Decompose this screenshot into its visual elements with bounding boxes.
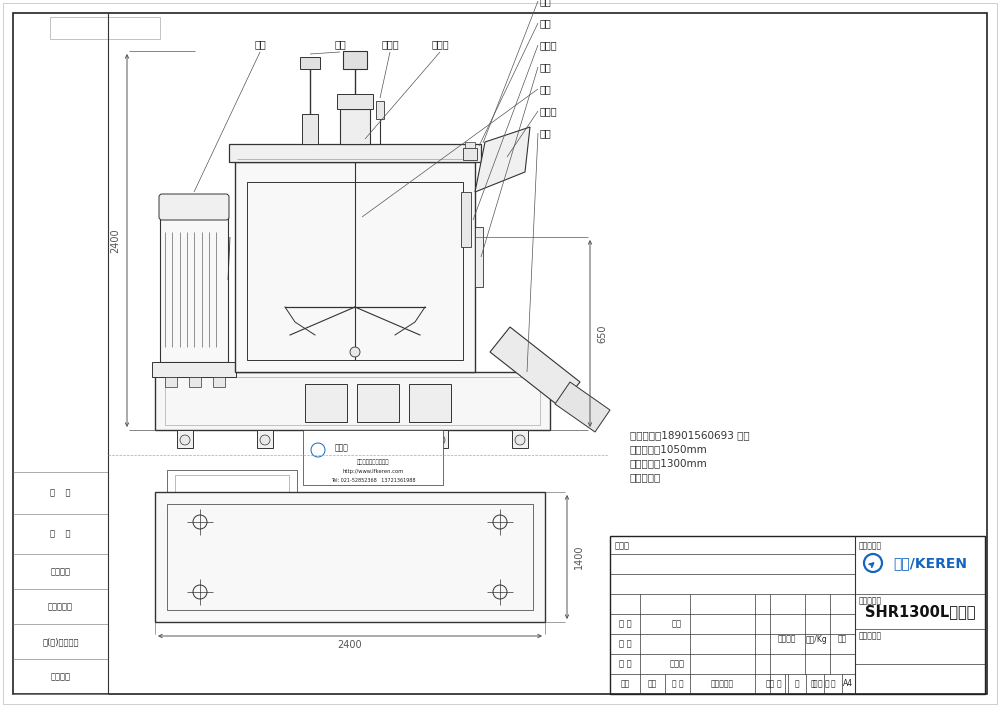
Bar [155, 492, 545, 622]
Bar [475, 227, 483, 287]
Circle shape [350, 347, 360, 357]
Bar [167, 470, 297, 510]
Text: 1400: 1400 [574, 545, 584, 569]
FancyBboxPatch shape [159, 194, 229, 220]
Polygon shape [490, 327, 580, 407]
Text: 2400: 2400 [338, 640, 362, 650]
Text: 批准: 批准 [672, 619, 682, 629]
Text: 更改文件号: 更改文件号 [711, 679, 734, 689]
Bar [610, 536, 985, 694]
Text: 桶身内径：1300mm: 桶身内径：1300mm [630, 458, 708, 468]
Text: 底图总号: 底图总号 [50, 567, 70, 576]
Bar [461, 192, 471, 247]
Polygon shape [555, 382, 610, 432]
Text: 日    期: 日 期 [50, 489, 71, 498]
Text: 签名: 签名 [765, 679, 775, 689]
Bar [465, 142, 475, 148]
Text: 张: 张 [795, 679, 799, 689]
Text: 共: 共 [777, 679, 781, 689]
Bar [50, 17, 160, 39]
Text: 审 核: 审 核 [619, 640, 631, 648]
Text: 零件代号: 零件代号 [50, 672, 70, 681]
Bar [512, 430, 528, 448]
Text: Tel: 021-52852368   13721361988: Tel: 021-52852368 13721361988 [331, 479, 415, 484]
Bar [432, 430, 448, 448]
Text: 其他规格：: 其他规格： [630, 472, 661, 482]
Text: 搅拌桨: 搅拌桨 [431, 39, 449, 49]
Bar [340, 109, 370, 144]
Text: 气缸: 气缸 [540, 128, 552, 138]
Text: 标准化: 标准化 [670, 660, 684, 669]
Text: 第: 第 [813, 679, 817, 689]
Text: A4: A4 [843, 679, 853, 689]
Bar [343, 51, 367, 69]
Bar [303, 430, 443, 485]
Bar [302, 114, 318, 144]
Text: 联系方式：18901560693 成亮: 联系方式：18901560693 成亮 [630, 430, 750, 440]
Text: 材料：: 材料： [615, 542, 630, 551]
Bar [235, 162, 475, 372]
Text: 主轴: 主轴 [540, 84, 552, 94]
Text: 桶身高度：1050mm: 桶身高度：1050mm [630, 444, 708, 454]
Text: 升降: 升降 [334, 39, 346, 49]
Bar [160, 217, 228, 362]
Text: 锁扣: 锁扣 [540, 18, 552, 28]
Circle shape [515, 435, 525, 445]
Text: 导流板: 导流板 [540, 40, 558, 50]
Bar [177, 430, 193, 448]
Text: 电机: 电机 [254, 39, 266, 49]
Circle shape [180, 435, 190, 445]
Text: 比例: 比例 [837, 634, 847, 643]
Circle shape [260, 435, 270, 445]
Bar [337, 94, 373, 109]
Bar [167, 504, 533, 610]
Text: 阶段标记: 阶段标记 [778, 634, 796, 643]
Text: 公司名称：: 公司名称： [859, 541, 882, 550]
Text: 卸料门: 卸料门 [540, 106, 558, 116]
Bar [247, 182, 463, 360]
Text: 锅盖: 锅盖 [540, 0, 552, 6]
Text: 旧底图总号: 旧底图总号 [48, 602, 73, 611]
Bar [175, 475, 289, 505]
Text: 设 计: 设 计 [619, 660, 631, 669]
Text: 零件名称：: 零件名称： [859, 596, 882, 605]
Text: 分 区: 分 区 [672, 679, 683, 689]
Text: 年 月 日: 年 月 日 [811, 679, 829, 689]
Text: 借(通)用件登记: 借(通)用件登记 [42, 637, 79, 646]
Text: 零件图号：: 零件图号： [859, 631, 882, 640]
Text: 工 艺: 工 艺 [619, 619, 631, 629]
Bar [305, 384, 347, 422]
Text: 科仁/KEREN: 科仁/KEREN [893, 556, 967, 570]
Bar [376, 101, 384, 119]
Text: SHR1300L外形图: SHR1300L外形图 [865, 604, 975, 619]
Text: 2400: 2400 [110, 228, 120, 253]
Bar [165, 377, 177, 387]
Text: 合格证: 合格证 [335, 443, 349, 452]
Bar [229, 144, 481, 162]
Text: 处数: 处数 [648, 679, 657, 689]
Bar [463, 148, 477, 160]
Text: 重量/Kg: 重量/Kg [806, 634, 828, 643]
Bar [165, 377, 540, 425]
Text: 张: 张 [831, 679, 835, 689]
Text: 热电偶: 热电偶 [381, 39, 399, 49]
Polygon shape [475, 127, 530, 192]
Bar [189, 377, 201, 387]
Bar [213, 377, 225, 387]
Text: 标记: 标记 [620, 679, 630, 689]
Bar [155, 372, 550, 430]
Circle shape [435, 435, 445, 445]
Bar [409, 384, 451, 422]
Bar [300, 57, 320, 69]
Text: http://www.lfkeren.com: http://www.lfkeren.com [342, 469, 404, 474]
Bar [357, 384, 399, 422]
Text: 陕西科仁机械有限公司: 陕西科仁机械有限公司 [357, 460, 389, 464]
Text: 夹套: 夹套 [540, 62, 552, 72]
Bar [152, 362, 236, 377]
Text: 650: 650 [597, 325, 607, 343]
Bar [257, 430, 273, 448]
Text: 签    字: 签 字 [50, 530, 71, 539]
